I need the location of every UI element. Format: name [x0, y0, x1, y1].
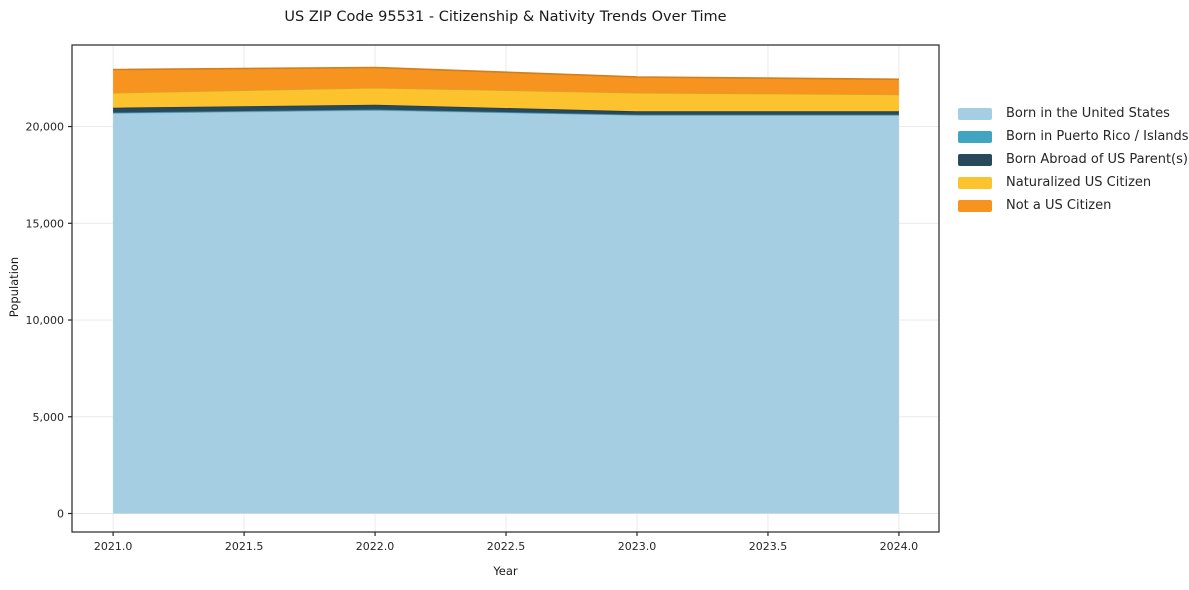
- area-edge-not-a-us-citizen: [113, 66, 899, 81]
- legend-swatch-naturalized-us-citizen: [958, 177, 992, 189]
- area-born-in-the-united-states: [113, 110, 899, 514]
- legend-item-born-in-the-united-states: Born in the United States: [958, 106, 1189, 122]
- x-tick-label: 2022.5: [487, 540, 526, 553]
- area-born-abroad-of-us-parent-s: [113, 104, 899, 115]
- legend-swatch-not-a-us-citizen: [958, 200, 992, 212]
- x-tick-label: 2023.5: [749, 540, 788, 553]
- legend-label: Born in Puerto Rico / Islands: [1006, 129, 1189, 144]
- legend: Born in the United States Born in Puerto …: [958, 106, 1189, 221]
- x-tick-label: 2022.0: [356, 540, 395, 553]
- legend-label: Not a US Citizen: [1006, 198, 1112, 213]
- x-tick-label: 2021.0: [94, 540, 133, 553]
- x-tick-label: 2021.5: [225, 540, 264, 553]
- area-not-a-us-citizen: [113, 67, 899, 95]
- legend-item-born-in-puerto-rico-islands: Born in Puerto Rico / Islands: [958, 129, 1189, 145]
- x-tick-label: 2024.0: [880, 540, 919, 553]
- y-tick-label: 0: [57, 508, 64, 521]
- legend-label: Born in the United States: [1006, 106, 1170, 121]
- legend-item-not-a-us-citizen: Not a US Citizen: [958, 198, 1189, 214]
- legend-swatch-born-in-puerto-rico-islands: [958, 131, 992, 143]
- legend-swatch-born-abroad-of-us-parent-s: [958, 154, 992, 166]
- y-tick-label: 20,000: [26, 121, 65, 134]
- x-axis-label: Year: [493, 564, 518, 578]
- y-tick-label: 10,000: [26, 314, 65, 327]
- x-tick-label: 2023.0: [618, 540, 657, 553]
- legend-item-born-abroad-of-us-parent-s: Born Abroad of US Parent(s): [958, 152, 1189, 168]
- chart-title: US ZIP Code 95531 - Citizenship & Nativi…: [284, 9, 727, 25]
- y-tick-label: 5,000: [33, 411, 65, 424]
- legend-label: Naturalized US Citizen: [1006, 175, 1152, 190]
- legend-label: Born Abroad of US Parent(s): [1006, 152, 1188, 167]
- y-tick-label: 15,000: [26, 217, 65, 230]
- legend-item-naturalized-us-citizen: Naturalized US Citizen: [958, 175, 1189, 191]
- legend-swatch-born-in-the-united-states: [958, 108, 992, 120]
